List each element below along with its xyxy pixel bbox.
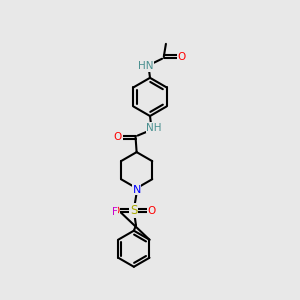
Text: NH: NH [146, 123, 162, 133]
Text: O: O [112, 206, 120, 215]
Text: S: S [130, 204, 137, 217]
Text: HN: HN [138, 61, 154, 71]
Text: O: O [178, 52, 186, 61]
Text: O: O [114, 132, 122, 142]
Text: N: N [132, 185, 141, 195]
Text: F: F [112, 207, 118, 217]
Text: O: O [147, 206, 155, 215]
